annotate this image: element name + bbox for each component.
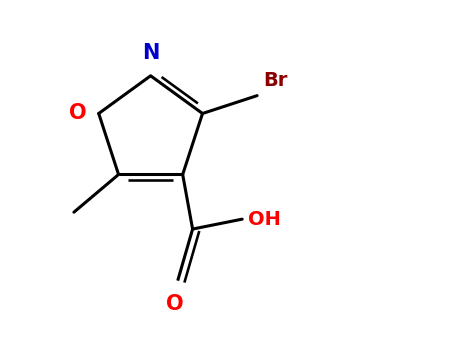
Text: O: O (166, 294, 183, 314)
Text: OH: OH (248, 210, 281, 229)
Text: N: N (142, 43, 159, 63)
Text: Br: Br (263, 71, 288, 90)
Text: O: O (69, 104, 87, 124)
